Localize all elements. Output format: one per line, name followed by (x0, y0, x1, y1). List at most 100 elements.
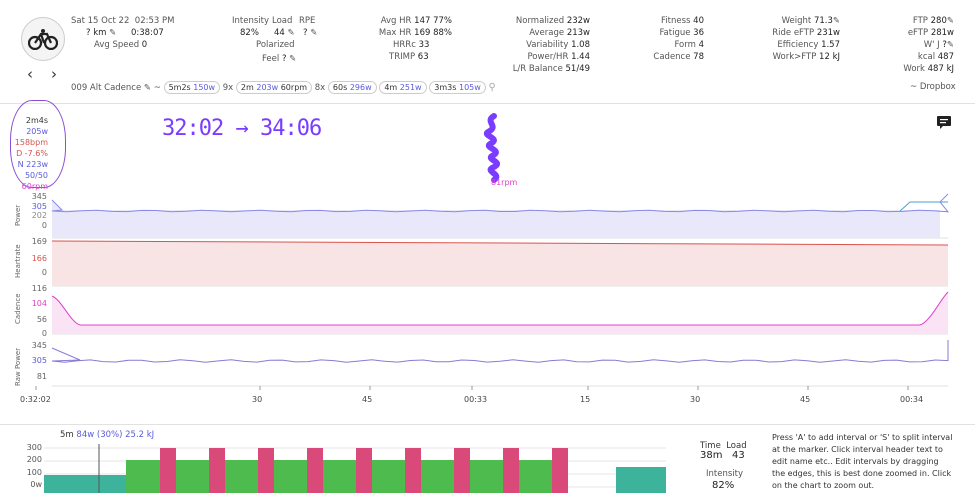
edit-wprime-icon[interactable]: ✎ (946, 40, 954, 50)
interval-bar[interactable] (274, 460, 307, 493)
interval-bar[interactable] (307, 448, 323, 493)
distance[interactable]: ? km ✎ (86, 28, 117, 38)
power-stats: Normalized 232w Average 213w Variability… (512, 16, 590, 74)
activity-header: ‹ › Sat 15 Oct 22 02:53 PM ? km ✎ 0:38:0… (0, 0, 975, 104)
interval-bar[interactable] (616, 467, 666, 493)
interval-bar[interactable] (519, 460, 552, 493)
interval-bar[interactable] (176, 460, 209, 493)
power-fill (52, 200, 940, 238)
next-arrow-icon[interactable]: › (51, 65, 57, 83)
x-tick-label: 15 (580, 395, 591, 404)
help-text: Press 'A' to add interval or 'S' to spli… (772, 433, 953, 490)
y-tick-label: 104 (31, 299, 47, 308)
x-tick-label: 45 (800, 395, 811, 404)
interval-time: Time Load (700, 441, 747, 451)
workout-name[interactable]: 009 Alt Cadence (71, 83, 142, 93)
tooltip-hr: 158bpm (14, 138, 48, 147)
load-value[interactable]: 44 ✎ (274, 28, 295, 38)
interval-intensity-label: Intensity (706, 469, 743, 479)
x-tick-label: 00:34 (900, 395, 924, 404)
interval-bar[interactable] (372, 460, 405, 493)
y-tick-label: 116 (31, 284, 47, 293)
rawpower-line (51, 340, 949, 363)
comment-icon[interactable] (937, 114, 951, 133)
rpe-label: RPE (299, 16, 316, 26)
y-tick-label: 166 (31, 254, 47, 263)
tooltip-power: 205w (26, 127, 48, 136)
interval-bar[interactable] (126, 460, 160, 493)
tooltip-duration: 2m4s (25, 116, 48, 125)
rawpower-axis-label: Raw Power (14, 347, 22, 386)
interval-summary: 5m 84w (30%) 25.2 kJ (60, 430, 155, 440)
heartrate-axis-label: Heartrate (14, 244, 22, 278)
tooltip-cadence: 60rpm (21, 182, 48, 191)
interval-intensity-value: 82% (712, 480, 735, 491)
tooltip-normalized: N 223w (17, 160, 48, 169)
interval-chart[interactable] (0, 440, 690, 493)
rpe-value[interactable]: ? ✎ (303, 28, 318, 38)
interval-bar[interactable] (454, 448, 470, 493)
y-tick-label: 0 (41, 329, 47, 338)
y-tick-label: 81 (36, 372, 47, 381)
interval-time-value: 38m 43 (700, 450, 745, 461)
workout-chip[interactable]: 2m 203w 60rpm (235, 81, 313, 94)
y-tick-label: 0 (41, 221, 47, 230)
interval-bar[interactable] (356, 448, 372, 493)
workout-chip[interactable]: 5m2s 150w (163, 81, 221, 94)
interval-panel (0, 424, 975, 493)
activity-charts[interactable] (0, 190, 975, 390)
hr-stats: Avg HR 147 77% Max HR 169 88% HRRc 33 TR… (378, 16, 452, 62)
edit-weight-icon[interactable]: ✎ (832, 16, 840, 26)
feel[interactable]: Feel ? ✎ (262, 54, 297, 64)
ghost-cadence: 81rpm (491, 178, 518, 187)
cadence-axis-label: Cadence (14, 293, 22, 324)
interval-y-tick: 0w (30, 480, 42, 489)
interval-bar[interactable] (44, 475, 126, 493)
y-tick-label: 202 (31, 211, 47, 220)
workout-chip[interactable]: 3m3s 105w (429, 81, 486, 94)
interval-bar[interactable] (209, 448, 225, 493)
search-icon[interactable]: ⚲ (488, 82, 496, 93)
interval-bar[interactable] (421, 460, 454, 493)
cadence-fill (52, 292, 948, 334)
x-tick-label: 30 (690, 395, 701, 404)
prev-arrow-icon[interactable]: ‹ (27, 65, 33, 83)
duration: 0:38:07 (131, 28, 164, 38)
interval-bar[interactable] (405, 448, 421, 493)
activity-date: Sat 15 Oct 22 02:53 PM (71, 16, 175, 26)
x-tick-label: 45 (362, 395, 373, 404)
tooltip-decoupling: D -7.6% (16, 149, 48, 158)
hr-fill (52, 241, 948, 286)
y-tick-label: 169 (31, 237, 47, 246)
tilde: ~ (153, 83, 161, 93)
interval-bar[interactable] (160, 448, 176, 493)
y-tick-label: 56 (36, 315, 47, 324)
y-tick-label: 305 (31, 202, 47, 211)
tooltip-balance: 50/50 (24, 171, 48, 180)
interval-y-tick: 300 (26, 443, 42, 452)
interval-bar[interactable] (258, 448, 274, 493)
interval-y-tick: 200 (26, 455, 42, 464)
power-axis-label: Power (14, 204, 22, 226)
workout-row: 009 Alt Cadence ✎ ~ 5m2s 150w 9x 2m 203w… (71, 81, 496, 94)
target-line (899, 201, 948, 212)
interval-bar[interactable] (323, 460, 356, 493)
interval-bar[interactable] (225, 460, 258, 493)
dropbox-source[interactable]: ~ Dropbox (910, 82, 956, 92)
x-tick-label: 0:32:02 (20, 395, 51, 404)
annotation-circle (10, 100, 66, 188)
load-label: Load (272, 16, 293, 26)
workout-chip[interactable]: 60s 296w (327, 81, 377, 94)
bike-icon (21, 17, 65, 61)
power-line (51, 193, 950, 213)
interval-bar[interactable] (552, 448, 568, 493)
ftp-stats: FTP 280✎ eFTP 281w W' J ?✎ kcal 487 Work… (903, 16, 954, 74)
interval-bar[interactable] (470, 460, 503, 493)
edit-ftp-icon[interactable]: ✎ (946, 16, 954, 26)
edit-workout-icon[interactable]: ✎ (143, 83, 152, 93)
x-tick-label: 00:33 (464, 395, 488, 404)
intensity-label: Intensity (232, 16, 269, 26)
fitness-stats: Fitness 40 Fatigue 36 Form 4 Cadence 78 (653, 16, 704, 62)
workout-chip[interactable]: 4m 251w (379, 81, 427, 94)
interval-bar[interactable] (503, 448, 519, 493)
